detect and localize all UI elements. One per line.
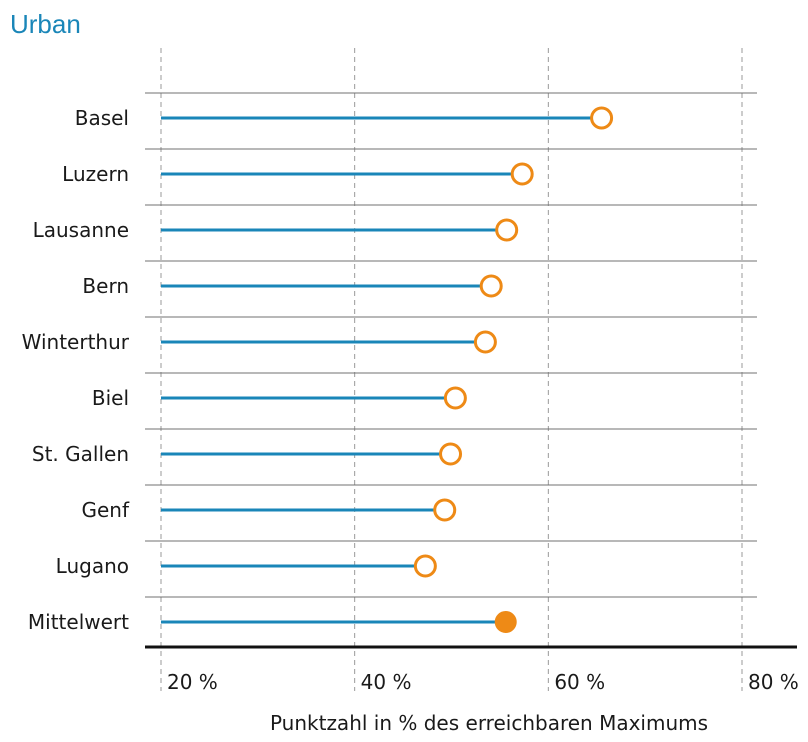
category-label: Basel xyxy=(75,106,129,130)
value-marker xyxy=(433,498,457,522)
category-label: Luzern xyxy=(62,162,129,186)
x-tick-label: 20 % xyxy=(167,670,218,694)
chart-title: Urban xyxy=(10,9,81,39)
data-row xyxy=(161,330,497,354)
value-marker xyxy=(479,274,503,298)
data-row xyxy=(161,386,467,410)
x-axis-label: Punktzahl in % des erreichbaren Maximums xyxy=(270,711,708,735)
mean-marker xyxy=(494,611,517,633)
value-marker xyxy=(510,162,534,186)
value-marker xyxy=(439,442,463,466)
x-tick-label: 80 % xyxy=(748,670,799,694)
data-row xyxy=(161,274,503,298)
category-label: Winterthur xyxy=(22,330,130,354)
category-label: Biel xyxy=(92,386,129,410)
data-row xyxy=(161,162,534,186)
value-marker xyxy=(443,386,467,410)
value-marker xyxy=(413,554,437,578)
data-row xyxy=(161,611,517,633)
data-row xyxy=(161,106,614,130)
category-label: Genf xyxy=(81,498,129,522)
x-tick-label: 40 % xyxy=(361,670,412,694)
gridlines xyxy=(160,48,743,691)
category-label: Mittelwert xyxy=(28,610,129,634)
x-tick-labels: 20 % 40 % 60 % 80 % xyxy=(167,670,799,694)
value-marker xyxy=(473,330,497,354)
data-row xyxy=(161,218,519,242)
data-row xyxy=(161,554,437,578)
category-label: Lausanne xyxy=(33,218,129,242)
data-row xyxy=(161,498,457,522)
value-marker xyxy=(590,106,614,130)
dot-lines xyxy=(161,106,614,633)
row-separators xyxy=(145,92,757,598)
value-marker xyxy=(495,218,519,242)
category-label: Lugano xyxy=(56,554,129,578)
category-label: Bern xyxy=(82,274,129,298)
data-row xyxy=(161,442,463,466)
category-labels: Basel Luzern Lausanne Bern Winterthur Biel St.… xyxy=(22,106,130,634)
category-label: St. Gallen xyxy=(32,442,129,466)
x-tick-label: 60 % xyxy=(554,670,605,694)
